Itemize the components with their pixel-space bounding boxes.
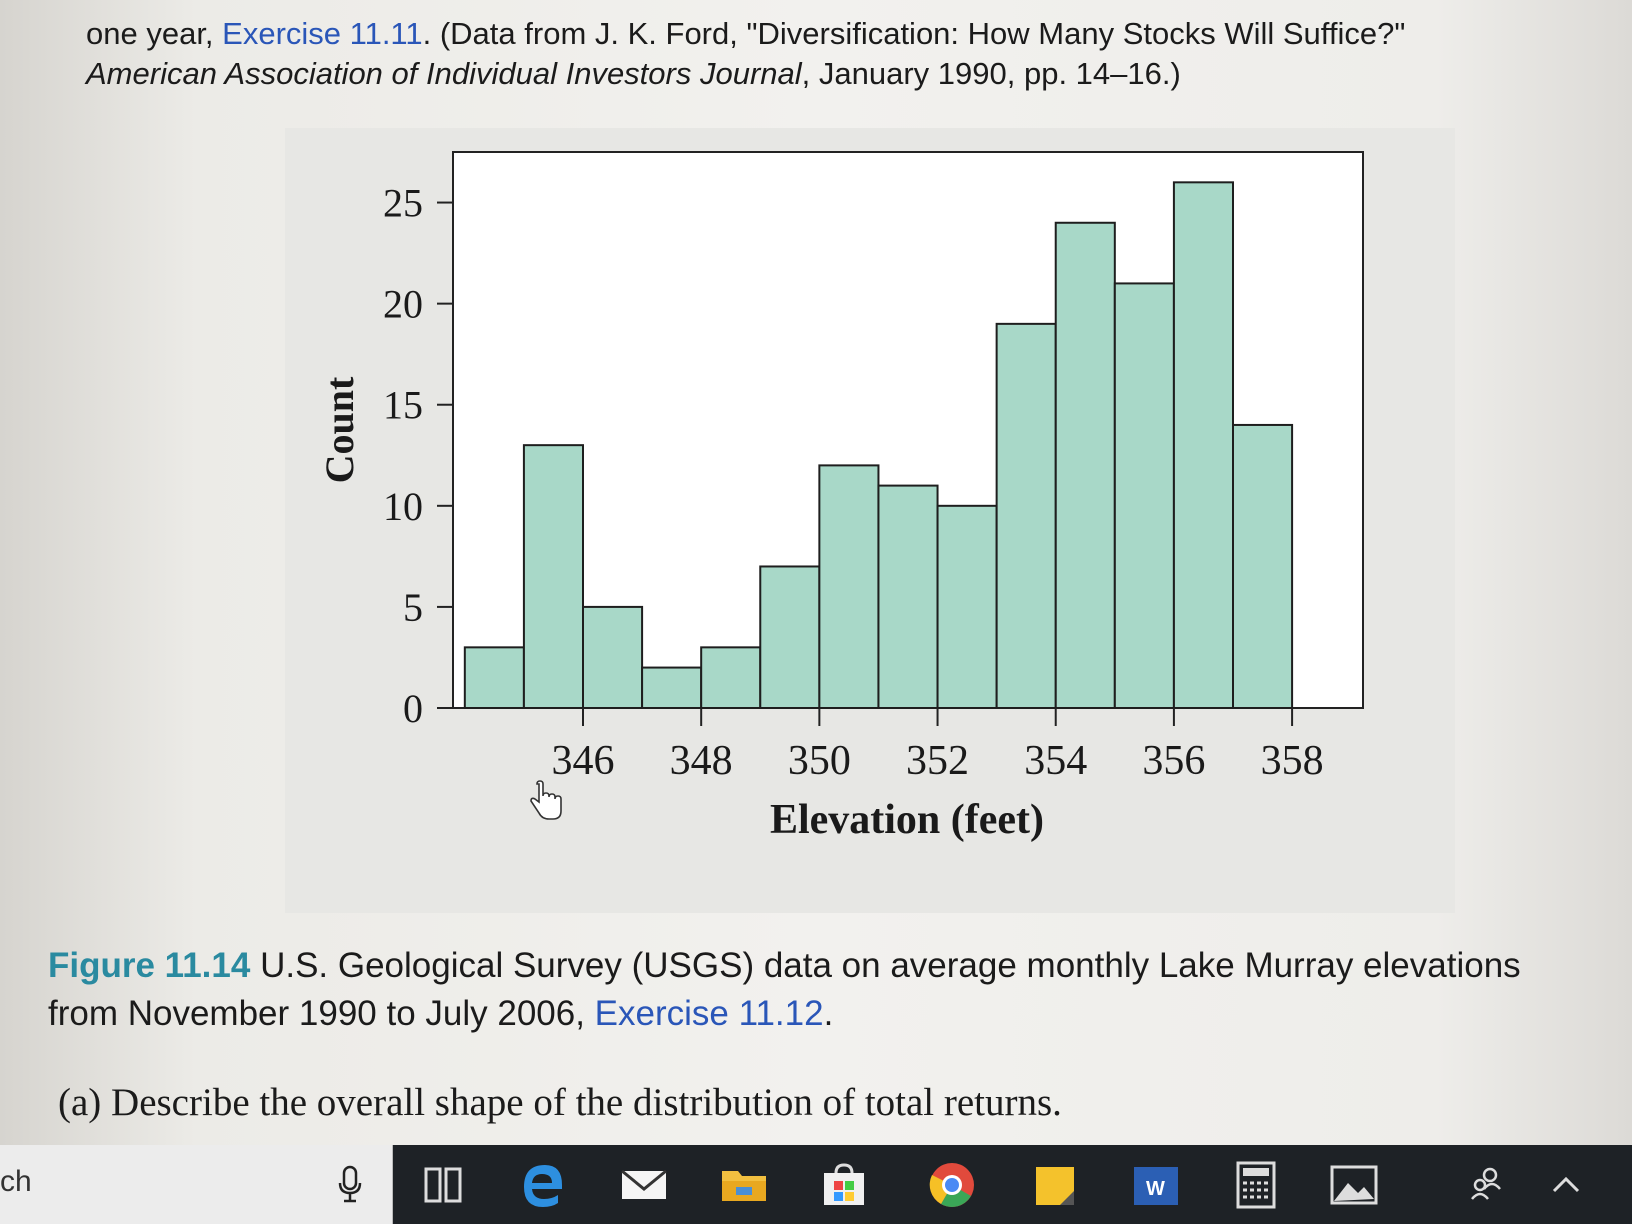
- caption-text-2: from November 1990 to July 2006,: [48, 994, 595, 1033]
- x-axis-label: Elevation (feet): [770, 797, 1044, 843]
- edge-icon[interactable]: [518, 1159, 570, 1211]
- reference-citation: . (Data from J. K. Ford, "Diversificatio…: [422, 16, 1406, 51]
- hand-cursor-icon: [530, 780, 562, 820]
- histogram-bar: [936, 504, 998, 709]
- chrome-icon[interactable]: [926, 1159, 978, 1211]
- histogram-chart: 0 5 10 15 20 25 346 348 350 352 354 356 358 Count E…: [317, 151, 1364, 843]
- histogram-bar: [463, 646, 525, 710]
- exercise-link-2[interactable]: Exercise 11.12: [594, 994, 824, 1033]
- x-tick-label: 346: [552, 738, 615, 784]
- histogram-bar: [1054, 221, 1116, 709]
- mail-icon[interactable]: [618, 1159, 670, 1211]
- histogram-bar: [522, 444, 584, 709]
- caption-end: .: [823, 994, 834, 1033]
- y-tick-label: 20: [383, 282, 423, 327]
- y-tick-label: 5: [403, 585, 423, 630]
- question-text: (a) Describe the overall shape of the di…: [58, 1081, 1062, 1124]
- histogram-bar: [1172, 181, 1235, 710]
- microphone-icon[interactable]: [338, 1165, 362, 1203]
- svg-text:W: W: [1146, 1178, 1165, 1200]
- calculator-icon[interactable]: [1230, 1159, 1282, 1211]
- reference-line-2: American Association of Individual Inves…: [86, 54, 1606, 94]
- histogram-bar: [641, 666, 703, 710]
- x-tick-label: 352: [906, 738, 969, 784]
- taskbar: ch W: [0, 1145, 1632, 1224]
- histogram-bar: [1113, 282, 1175, 709]
- x-tick-label: 348: [670, 738, 733, 784]
- task-view-icon[interactable]: [418, 1159, 470, 1211]
- reference-line-1: one year, Exercise 11.11. (Data from J. …: [86, 14, 1606, 54]
- reference-text: one year, Exercise 11.11. (Data from J. …: [86, 14, 1606, 94]
- histogram-bar: [995, 322, 1057, 709]
- sticky-notes-icon[interactable]: [1030, 1159, 1082, 1211]
- caption-text: U.S. Geological Survey (USGS) data on av…: [260, 946, 1521, 985]
- figure-label: Figure 11.14: [48, 946, 251, 985]
- y-axis: 0 5 10 15 20 25: [383, 181, 453, 731]
- journal-details: , January 1990, pp. 14–16.): [801, 56, 1181, 91]
- chevron-up-icon[interactable]: [1540, 1159, 1592, 1211]
- y-tick-label: 15: [383, 383, 423, 428]
- histogram-bar: [759, 565, 821, 709]
- histogram-bar: [700, 646, 762, 710]
- x-tick-label: 354: [1024, 738, 1087, 784]
- bars-group: [463, 181, 1294, 710]
- taskbar-search[interactable]: ch: [0, 1145, 393, 1224]
- x-tick-label: 356: [1142, 738, 1205, 784]
- histogram-bar: [1232, 423, 1294, 709]
- exercise-link[interactable]: Exercise 11.11: [222, 16, 423, 51]
- histogram-bar: [818, 464, 880, 709]
- y-tick-label: 0: [403, 686, 423, 731]
- x-tick-label: 350: [788, 738, 851, 784]
- figure-panel: 0 5 10 15 20 25 346 348 350 352 354 356 358 Count E…: [285, 128, 1455, 913]
- file-explorer-icon[interactable]: [718, 1159, 770, 1211]
- photos-icon[interactable]: [1328, 1159, 1380, 1211]
- people-icon[interactable]: [1460, 1159, 1512, 1211]
- journal-name: American Association of Individual Inves…: [86, 56, 802, 91]
- y-tick-label: 10: [383, 484, 423, 529]
- reference-prefix: one year,: [86, 16, 223, 51]
- word-icon[interactable]: W: [1130, 1159, 1182, 1211]
- x-axis: 346 348 350 352 354 356 358: [552, 708, 1324, 784]
- histogram-bar: [582, 605, 644, 709]
- y-axis-label: Count: [317, 376, 362, 483]
- histogram-bar: [877, 484, 939, 709]
- y-tick-label: 25: [383, 181, 423, 226]
- store-icon[interactable]: [818, 1159, 870, 1211]
- search-text: ch: [0, 1165, 32, 1198]
- figure-caption: Figure 11.14 U.S. Geological Survey (USG…: [48, 942, 1618, 1038]
- x-tick-label: 358: [1261, 738, 1324, 784]
